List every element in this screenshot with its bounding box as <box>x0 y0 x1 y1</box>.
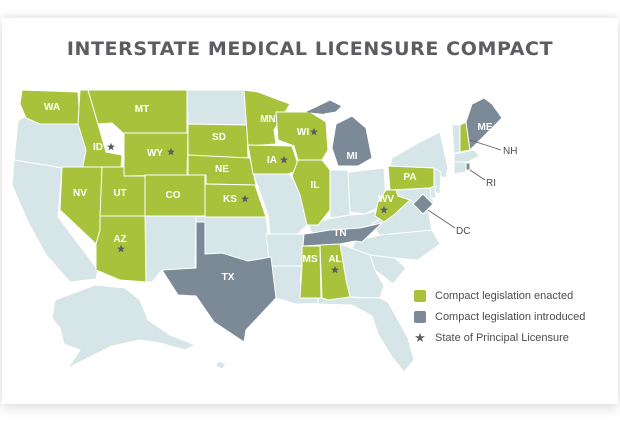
state-HI <box>215 360 227 370</box>
state-label-tx: TX <box>222 272 235 283</box>
state-KS <box>204 183 267 218</box>
state-MS <box>299 245 322 299</box>
legend-label-introduced: Compact legislation introduced <box>435 310 586 323</box>
legend-label-enacted: Compact legislation enacted <box>435 289 574 302</box>
state-label-ks: KS <box>223 194 237 205</box>
state-DC <box>412 193 434 215</box>
leader-line-dc <box>427 209 456 229</box>
state-label-id: ID <box>93 142 103 153</box>
state-label-ne: NE <box>215 164 229 175</box>
state-PA <box>387 165 435 191</box>
state-label-nh: NH <box>503 146 517 157</box>
state-label-wy: WY <box>147 148 163 159</box>
state-label-wi: WI <box>297 127 309 138</box>
state-label-me: ME <box>478 122 493 133</box>
state-label-ut: UT <box>113 188 126 199</box>
state-label-co: CO <box>166 190 181 201</box>
state-ME <box>465 97 503 151</box>
state-OH <box>347 167 387 215</box>
state-AL <box>319 243 351 301</box>
state-label-mn: MN <box>260 114 276 125</box>
state-FL <box>317 296 415 373</box>
state-TX <box>161 221 277 343</box>
star-wy-icon <box>167 147 175 156</box>
legend-swatch-enacted <box>414 289 426 302</box>
leader-line-ri <box>469 169 486 181</box>
state-label-az: AZ <box>113 234 126 245</box>
state-label-ms: MS <box>303 254 318 265</box>
star-ks-icon <box>241 194 249 203</box>
state-label-mi: MI <box>346 151 357 162</box>
star-wi-icon <box>310 127 318 136</box>
state-label-il: IL <box>311 180 320 191</box>
state-label-wa: WA <box>44 102 60 113</box>
map-title: INTERSTATE MEDICAL LICENSURE COMPACT <box>66 38 554 60</box>
state-label-al: AL <box>328 254 341 265</box>
state-label-tn: TN <box>333 228 346 239</box>
legend-star-icon: ★ <box>414 329 426 345</box>
state-label-ia: IA <box>267 155 277 166</box>
state-MI <box>304 99 373 167</box>
state-VT <box>451 124 461 155</box>
legend-item-enacted: Compact legislation enacted <box>414 285 585 306</box>
state-MA <box>453 149 481 163</box>
state-WV <box>374 189 411 223</box>
star-al-icon <box>331 265 339 274</box>
state-ND <box>186 89 248 126</box>
legend-item-principal: ★ State of Principal Licensure <box>414 327 585 348</box>
state-label-ri: RI <box>486 178 496 189</box>
legend-swatch-introduced <box>414 310 426 323</box>
leader-line-nh <box>469 139 502 151</box>
state-label-mt: MT <box>135 104 149 115</box>
state-label-sd: SD <box>212 132 226 143</box>
state-IL <box>291 159 331 226</box>
state-label-wv: WV <box>378 194 394 205</box>
map-legend: Compact legislation enacted Compact legi… <box>414 285 585 348</box>
state-label-pa: PA <box>403 172 416 183</box>
state-AK <box>51 284 196 369</box>
state-CA <box>11 159 99 283</box>
legend-item-introduced: Compact legislation introduced <box>414 306 585 327</box>
legend-label-principal: State of Principal Licensure <box>435 331 569 344</box>
star-ia-icon <box>280 155 288 164</box>
star-id-icon <box>107 142 115 151</box>
state-label-nv: NV <box>73 188 87 199</box>
star-wv-icon <box>380 205 388 214</box>
state-WA <box>19 89 81 125</box>
state-CT <box>453 161 467 175</box>
state-IN <box>329 169 351 219</box>
state-label-dc: DC <box>456 226 470 237</box>
state-RI <box>465 162 471 171</box>
star-az-icon <box>117 244 125 253</box>
